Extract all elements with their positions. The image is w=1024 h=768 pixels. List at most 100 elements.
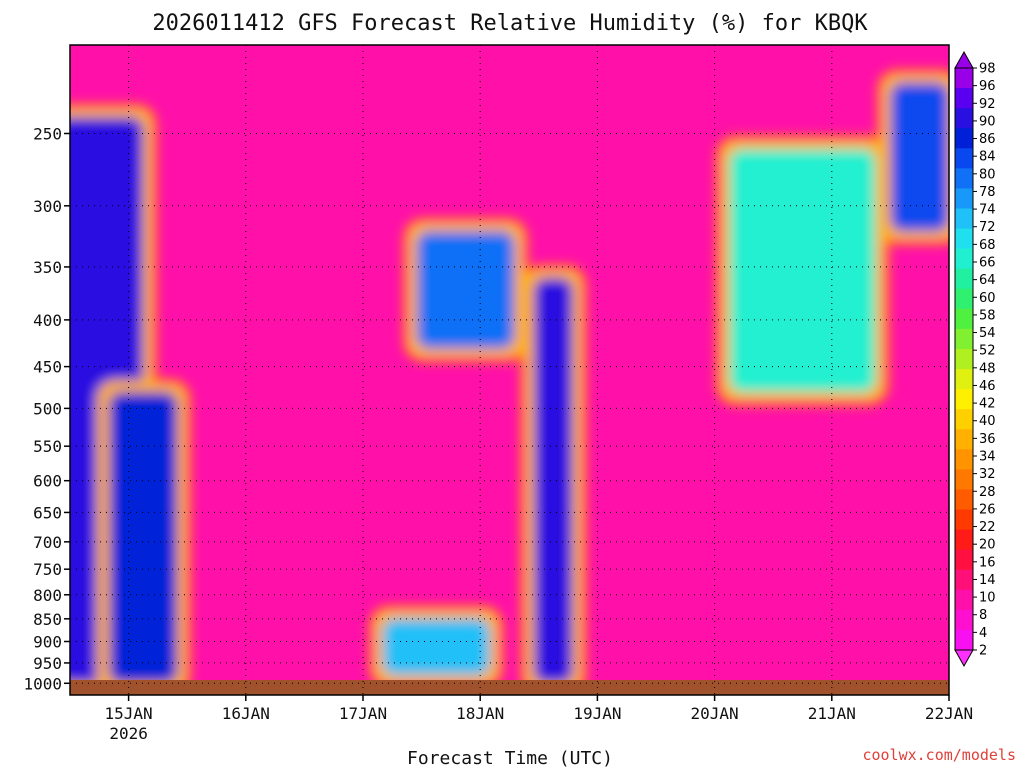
colorbar-label: 66 (979, 256, 996, 271)
colorbar-label: 8 (979, 608, 987, 623)
y-axis: 250 300 350 400 450 500 550 600 650 700 750 800 850 9… (23, 124, 70, 693)
colorbar-label: 32 (979, 467, 996, 482)
humid-band (890, 82, 949, 232)
colorbar-swatch (955, 549, 973, 571)
y-tick-label: 600 (33, 472, 62, 491)
colorbar-swatch (955, 489, 973, 511)
colorbar-label: 48 (979, 361, 996, 376)
colorbar-swatch (955, 529, 973, 551)
y-tick-label: 650 (33, 503, 62, 522)
y-tick-label: 500 (33, 399, 62, 418)
colorbar-label: 26 (979, 502, 996, 517)
colorbar-label: 34 (979, 450, 996, 465)
grid-lines (70, 45, 950, 695)
y-tick-label: 800 (33, 586, 62, 605)
x-year-label: 2026 (109, 724, 148, 743)
y-tick-label: 250 (33, 124, 62, 143)
x-tick-label: 16JAN (222, 704, 270, 723)
y-tick-label: 700 (33, 533, 62, 552)
colorbar-label: 68 (979, 238, 996, 253)
humid-band (729, 149, 876, 393)
colorbar-swatch (955, 88, 973, 109)
colorbar-label: 96 (979, 79, 996, 94)
y-tick-label: 950 (33, 654, 62, 673)
colorbar-label: 40 (979, 414, 996, 429)
y-tick-label: 350 (33, 258, 62, 277)
colorbar-swatch (955, 389, 973, 410)
colorbar-label: 54 (979, 326, 996, 341)
colorbar-label: 46 (979, 379, 996, 394)
colorbar-label: 22 (979, 520, 996, 535)
colorbar-swatch (955, 288, 973, 310)
x-axis-label: Forecast Time (UTC) (407, 748, 613, 768)
colorbar-label: 4 (979, 626, 987, 641)
colorbar-bottom-arrow (954, 649, 974, 668)
colorbar-swatch (955, 369, 973, 390)
colorbar-swatch (955, 449, 973, 470)
x-tick-label: 17JAN (339, 704, 387, 723)
y-tick-label: 300 (33, 197, 62, 216)
surface-terrain (70, 680, 949, 695)
colorbar-label: 84 (979, 150, 996, 165)
colorbar-label: 58 (979, 308, 996, 323)
colorbar-swatch (955, 268, 973, 290)
colorbar-swatch (955, 148, 973, 169)
colorbar-swatch (955, 409, 973, 430)
colorbar-swatch (955, 569, 973, 591)
colorbar-swatch (955, 188, 973, 209)
x-tick-label: 15JAN (105, 704, 153, 723)
credit-text: coolwx.com/models (862, 746, 1016, 764)
y-tick-label: 400 (33, 311, 62, 330)
y-tick-label: 1000 (23, 674, 62, 693)
colorbar-label: 52 (979, 344, 996, 359)
colorbar-label: 98 (979, 62, 996, 77)
humid-band (382, 618, 490, 676)
humidity-field (70, 45, 949, 695)
colorbar-label: 36 (979, 432, 996, 447)
colorbar-swatch (955, 609, 973, 631)
colorbar-swatch (955, 248, 973, 270)
y-tick-label: 750 (33, 560, 62, 579)
colorbar-label: 28 (979, 485, 996, 500)
colorbar-label: 78 (979, 185, 996, 200)
colorbar-swatch (955, 348, 973, 370)
humid-band (109, 392, 178, 684)
colorbar-label: 2 (979, 644, 987, 659)
colorbar-swatch (955, 589, 973, 611)
humid-band (416, 231, 515, 349)
colorbar-label: 74 (979, 203, 996, 218)
colorbar-swatch (955, 328, 973, 350)
colorbar-label: 20 (979, 538, 996, 553)
colorbar-swatch (955, 308, 973, 330)
colorbar-frame (954, 67, 974, 651)
colorbar-label: 72 (979, 220, 996, 235)
colorbar-swatch (955, 469, 973, 490)
colorbar-swatch (955, 168, 973, 189)
y-tick-label: 450 (33, 358, 62, 377)
x-tick-label: 22JAN (925, 704, 973, 723)
x-tick-label: 21JAN (808, 704, 856, 723)
colorbar-label: 14 (979, 573, 996, 588)
y-tick-label: 900 (33, 632, 62, 651)
colorbar-swatch (955, 128, 973, 149)
x-tick-label: 20JAN (691, 704, 739, 723)
colorbar-label: 92 (979, 97, 996, 112)
colorbar-swatch (955, 108, 973, 129)
colorbar-swatch (955, 509, 973, 531)
y-tick-label: 850 (33, 610, 62, 629)
colorbar-swatch (955, 68, 973, 89)
y-tick-label: 550 (33, 437, 62, 456)
colorbar-swatch (955, 228, 973, 250)
colorbar-label: 86 (979, 132, 996, 147)
colorbar-swatch (955, 429, 973, 450)
colorbar-label: 90 (979, 114, 996, 129)
colorbar-label: 80 (979, 167, 996, 182)
colorbar-label: 42 (979, 397, 996, 412)
x-tick-label: 19JAN (573, 704, 621, 723)
colorbar: 9896929086848078747268666460585452484642… (954, 50, 996, 668)
colorbar-label: 60 (979, 291, 996, 306)
colorbar-top-arrow (954, 50, 974, 69)
chart-title: 2026011412 GFS Forecast Relative Humidit… (152, 11, 868, 36)
